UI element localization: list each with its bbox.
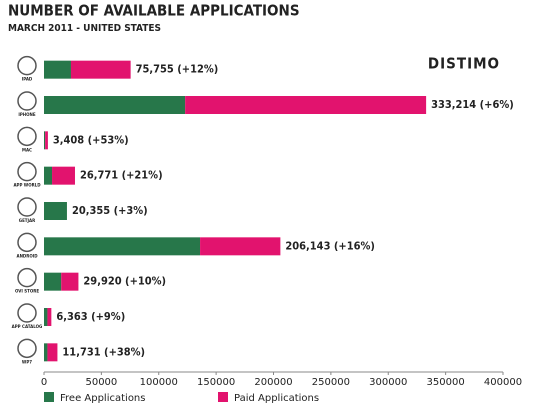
bar-annotation: 333,214 (+6%) [431, 98, 514, 111]
platform-label: APP WORLD [13, 183, 41, 188]
bar-segment [70, 60, 131, 79]
bar-annotation: 11,731 (+38%) [62, 345, 145, 358]
bar-segment [44, 308, 48, 326]
brand: DISTIMO [428, 55, 500, 73]
platform-label: OVI STORE [15, 289, 39, 294]
platform-icon [17, 232, 37, 253]
platform-label: IPAD [22, 77, 33, 82]
x-tick-label: 400000 [484, 377, 522, 388]
x-tick-label: 350000 [427, 377, 465, 388]
platform-icon [17, 161, 37, 182]
bar-annotation: 206,143 (+16%) [285, 239, 375, 252]
x-tick-label: 300000 [369, 377, 407, 388]
bar-annotation: 20,355 (+3%) [72, 204, 148, 217]
bar-segment [185, 96, 427, 114]
x-tick-label: 200000 [254, 377, 292, 388]
x-tick-label: 150000 [197, 377, 235, 388]
bar-segment [44, 131, 46, 150]
platform-icon [17, 338, 37, 359]
platform-icon [17, 303, 37, 323]
platform-icon [17, 91, 37, 111]
bar-annotation: 26,771 (+21%) [80, 169, 163, 182]
platform-icon [17, 126, 37, 147]
x-tick-label: 50000 [85, 377, 117, 388]
legend-label: Paid Applications [234, 393, 319, 404]
bar-segment [44, 96, 186, 114]
legend-swatch [218, 392, 228, 402]
bar-annotation: 75,755 (+12%) [136, 63, 219, 76]
bar-segment [47, 308, 52, 326]
bar-segment [47, 343, 58, 362]
legend-swatch [44, 392, 54, 402]
bar-segment [52, 166, 75, 185]
chart-title: NUMBER OF AVAILABLE APPLICATIONS [8, 2, 300, 20]
platform-label: GETJAR [19, 218, 35, 223]
bar-segment [44, 237, 201, 256]
x-tick-label: 0 [41, 377, 47, 388]
bar-annotation: 6,363 (+9%) [56, 310, 125, 323]
bar-segment [44, 202, 67, 220]
platform-icon [17, 197, 37, 217]
bar-segment [45, 131, 48, 150]
chart-subtitle: MARCH 2011 - UNITED STATES [8, 23, 161, 34]
x-tick-label: 100000 [140, 377, 178, 388]
bar-segment [44, 60, 71, 79]
platform-icon [17, 267, 37, 288]
bar-segment [61, 272, 79, 291]
platform-label: IPHONE [18, 112, 36, 117]
bar-annotation: 29,920 (+10%) [83, 275, 166, 288]
x-tick-label: 250000 [312, 377, 350, 388]
bar-annotation: 3,408 (+53%) [53, 133, 129, 146]
platform-icon [17, 55, 37, 76]
platform-label: ANDROID [16, 253, 38, 258]
bar-segment [44, 166, 53, 185]
platform-label: MAC [22, 147, 32, 152]
bar-segment [44, 343, 48, 362]
platform-label: APP CATALOG [12, 324, 43, 329]
bar-segment [200, 237, 281, 256]
bar-segment [44, 272, 62, 291]
platform-label: WP7 [22, 359, 32, 364]
legend-label: Free Applications [60, 393, 145, 404]
